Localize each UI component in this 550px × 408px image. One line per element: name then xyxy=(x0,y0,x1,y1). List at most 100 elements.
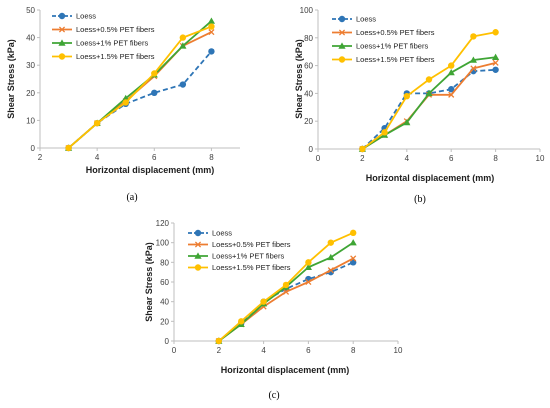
y-axis-title: Shear Stress (kPa) xyxy=(6,39,16,119)
legend-label: Loess+1% PET fibers xyxy=(356,42,428,51)
x-axis-title: Horizontal displacement (mm) xyxy=(366,173,495,183)
data-point xyxy=(350,255,357,262)
data-point xyxy=(327,253,335,261)
data-point xyxy=(179,81,187,88)
x-tick-label: 6 xyxy=(449,154,454,163)
x-tick-label: 0 xyxy=(172,346,177,355)
legend-label: Loess+1% PET fibers xyxy=(212,252,284,261)
y-tick-label: 30 xyxy=(26,61,35,70)
panel-label: (c) xyxy=(268,390,279,401)
legend-marker xyxy=(58,12,66,20)
y-tick-label: 120 xyxy=(156,219,170,228)
legend-label: Loess+1.5% PET fibers xyxy=(356,55,435,64)
data-point xyxy=(492,59,499,66)
data-point xyxy=(282,281,290,289)
x-tick-label: 0 xyxy=(316,154,321,163)
series-line xyxy=(67,31,212,149)
y-tick-label: 0 xyxy=(165,337,170,346)
y-axis-title: Shear Stress (kPa) xyxy=(144,242,154,322)
data-point xyxy=(403,92,410,100)
legend-label: Loess+0.5% PET fibers xyxy=(212,240,291,249)
legend-marker xyxy=(194,264,202,271)
legend-label: Loess+1.5% PET fibers xyxy=(212,263,291,272)
series-loess-1-5-pet-fibers xyxy=(65,23,215,152)
data-point xyxy=(470,65,477,72)
series-loess-1-5-pet-fibers xyxy=(359,29,499,153)
y-tick-label: 60 xyxy=(160,278,169,287)
data-point xyxy=(208,29,215,36)
y-tick-label: 40 xyxy=(26,34,35,43)
x-tick-label: 8 xyxy=(493,154,498,163)
legend: Loess Loess+0.5% PET fibers Loess+1% PET f… xyxy=(332,15,435,64)
data-point xyxy=(238,318,245,325)
series-line xyxy=(67,25,212,149)
x-tick-label: 2 xyxy=(360,154,365,163)
data-point xyxy=(122,99,129,106)
series-line xyxy=(67,50,213,149)
x-tick-label: 8 xyxy=(209,153,214,162)
x-tick-label: 8 xyxy=(351,346,356,355)
legend-marker xyxy=(338,42,346,49)
legend-marker xyxy=(194,229,202,237)
y-tick-label: 60 xyxy=(304,62,313,71)
data-point xyxy=(425,76,433,83)
x-tick-label: 4 xyxy=(405,154,410,163)
y-tick-label: 0 xyxy=(309,145,314,154)
x-tick-label: 4 xyxy=(261,346,266,355)
legend-label: Loess+1% PET fibers xyxy=(76,39,148,48)
x-tick-label: 10 xyxy=(394,346,403,355)
y-tick-label: 0 xyxy=(31,144,36,153)
data-point xyxy=(93,119,101,127)
data-point xyxy=(208,23,215,30)
series-loess-1-5-pet-fibers xyxy=(215,229,357,345)
panel-label: (b) xyxy=(414,194,426,205)
y-axis-title: Shear Stress (kPa) xyxy=(294,39,304,119)
data-point xyxy=(492,29,499,36)
legend-marker xyxy=(58,53,66,60)
data-point xyxy=(304,263,312,270)
y-tick-label: 80 xyxy=(304,34,313,43)
data-point xyxy=(381,129,388,136)
data-point xyxy=(349,239,357,246)
legend-marker xyxy=(338,29,346,36)
y-tick-label: 40 xyxy=(304,89,313,98)
data-point xyxy=(350,229,357,237)
x-tick-label: 6 xyxy=(152,153,157,162)
data-point xyxy=(327,239,334,246)
data-point xyxy=(469,56,477,63)
legend: Loess Loess+0.5% PET fibers Loess+1% PET f… xyxy=(188,229,291,272)
x-tick-label: 2 xyxy=(217,346,222,355)
data-point xyxy=(327,267,334,274)
data-point xyxy=(425,89,433,97)
series-loess xyxy=(65,48,215,152)
x-tick-label: 4 xyxy=(95,153,100,162)
data-point xyxy=(208,48,215,55)
y-tick-label: 80 xyxy=(160,258,169,267)
panel-label: (a) xyxy=(126,192,137,203)
data-point xyxy=(359,145,366,153)
data-point xyxy=(492,53,500,60)
data-point xyxy=(215,337,222,345)
legend-marker xyxy=(338,15,346,23)
x-tick-label: 2 xyxy=(38,153,43,162)
data-point xyxy=(403,118,411,126)
series-loess-0-5-pet-fibers xyxy=(65,29,215,152)
data-point xyxy=(492,66,499,73)
legend-marker xyxy=(58,26,66,33)
data-point xyxy=(448,62,455,69)
legend-label: Loess xyxy=(356,15,376,24)
chart-panel-a: 0 10 20 30 40 50 2 4 6 8 Horizontal displacement (… xyxy=(6,6,240,203)
legend-marker xyxy=(194,252,202,259)
y-tick-label: 100 xyxy=(300,6,314,15)
legend-marker xyxy=(338,56,346,63)
x-axis-title: Horizontal displacement (mm) xyxy=(86,165,215,175)
legend-label: Loess xyxy=(76,12,96,21)
legend-label: Loess+1.5% PET fibers xyxy=(76,52,155,61)
data-point xyxy=(260,298,267,305)
data-point xyxy=(282,288,290,295)
legend-marker xyxy=(194,241,202,248)
chart-panel-c: 0 20 40 60 80 100 120 0 2 4 6 8 10 Horizontal displac… xyxy=(144,219,403,401)
data-point xyxy=(305,278,312,286)
y-tick-label: 50 xyxy=(26,6,35,15)
